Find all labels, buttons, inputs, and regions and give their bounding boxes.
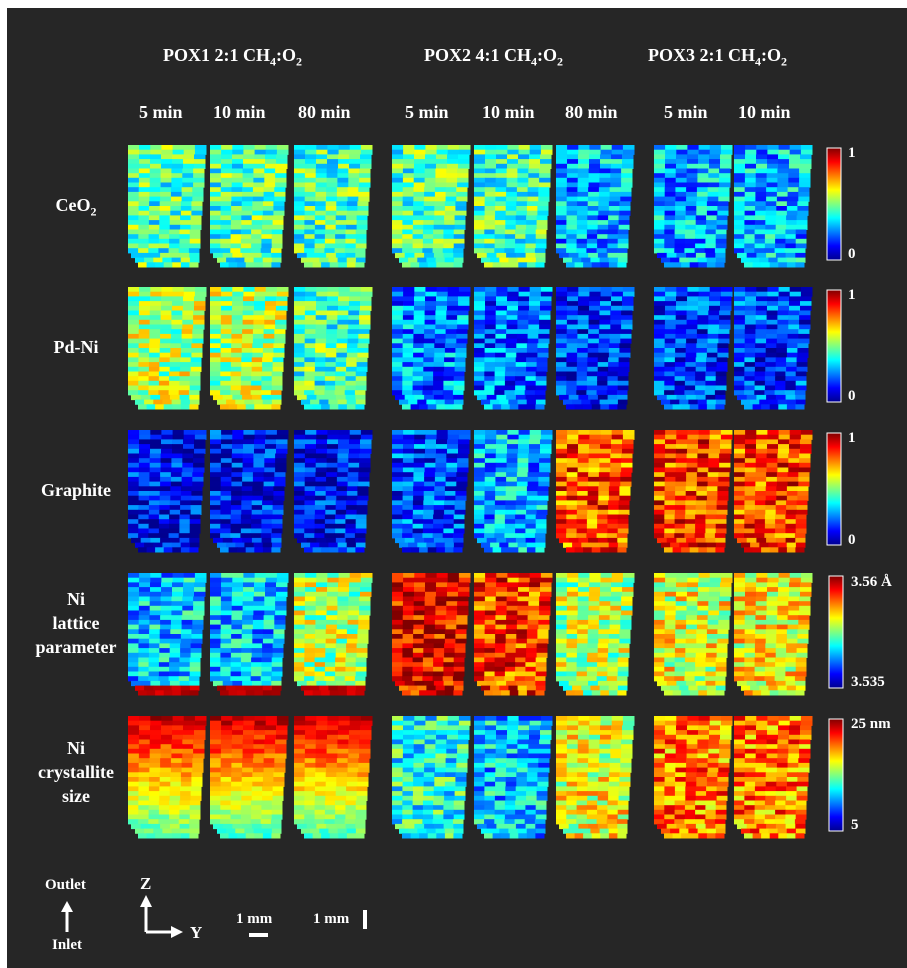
map-tile — [734, 573, 813, 696]
colorbar-min-label: 0 — [848, 246, 856, 262]
time-label: 80 min — [298, 102, 351, 122]
outlet-label: Outlet — [45, 877, 86, 893]
map-tile — [654, 287, 733, 410]
colorbar — [828, 718, 844, 832]
map-tile — [128, 287, 207, 410]
map-tile — [556, 287, 635, 410]
scale-bar-vertical — [363, 910, 367, 929]
map-tile — [294, 716, 373, 839]
time-label: 80 min — [565, 102, 618, 122]
map-tile — [474, 430, 553, 553]
colorbar-max-label: 1 — [848, 145, 856, 161]
map-tile — [128, 145, 207, 268]
map-tile — [392, 430, 471, 553]
map-tile — [210, 145, 289, 268]
colorbar-min-label: 3.535 — [851, 674, 885, 690]
scale-label-vertical: 1 mm — [313, 911, 350, 927]
map-tile — [294, 430, 373, 553]
map-tile — [294, 145, 373, 268]
tomography-maps — [128, 145, 813, 839]
map-tile — [474, 287, 553, 410]
map-tile — [654, 145, 733, 268]
map-tile — [654, 573, 733, 696]
map-tile — [392, 287, 471, 410]
map-tile — [294, 287, 373, 410]
colorbar — [828, 575, 844, 689]
group-header-pox3: POX3 2:1 CH4:O2 — [648, 45, 787, 69]
row-label-ni-crystallite: Ni crystallite size — [38, 738, 114, 806]
map-tile — [392, 145, 471, 268]
colorbar — [826, 147, 842, 261]
map-tile — [556, 573, 635, 696]
row-label-ceo2: CeO2 — [55, 195, 97, 219]
map-tile — [556, 716, 635, 839]
colorbar-max-label: 1 — [848, 287, 856, 303]
colorbars — [826, 147, 844, 832]
colorbar — [826, 432, 842, 546]
time-label: 10 min — [738, 102, 791, 122]
y-axis-arrowhead — [171, 926, 183, 938]
z-axis-label: Z — [140, 874, 152, 893]
map-tile — [734, 287, 813, 410]
map-tile — [474, 145, 553, 268]
map-tile — [556, 430, 635, 553]
map-tile — [734, 430, 813, 553]
y-axis-label: Y — [190, 923, 203, 942]
group-header-pox2: POX2 4:1 CH4:O2 — [424, 45, 563, 69]
map-tile — [734, 716, 813, 839]
time-label: 5 min — [664, 102, 708, 122]
time-label: 5 min — [139, 102, 183, 122]
row-label-graphite: Graphite — [41, 480, 111, 500]
time-label: 10 min — [213, 102, 266, 122]
time-label: 5 min — [405, 102, 449, 122]
map-tile — [210, 573, 289, 696]
z-axis-arrowhead — [140, 895, 152, 907]
colorbar-max-label: 3.56 Å — [851, 574, 892, 590]
colorbar-max-label: 1 — [848, 430, 856, 446]
map-tile — [128, 430, 207, 553]
map-tile — [128, 716, 207, 839]
map-tile — [294, 573, 373, 696]
map-tile — [210, 716, 289, 839]
orientation-legend — [61, 895, 367, 938]
map-tile — [654, 716, 733, 839]
group-header-pox1: POX1 2:1 CH4:O2 — [163, 45, 302, 69]
map-tile — [474, 573, 553, 696]
colorbar — [826, 289, 842, 403]
time-label: 10 min — [482, 102, 535, 122]
map-tile — [734, 145, 813, 268]
colorbar-min-label: 0 — [848, 532, 856, 548]
scale-bar-horizontal — [249, 933, 268, 937]
map-tile — [210, 430, 289, 553]
flow-arrow-head — [61, 901, 73, 912]
colorbar-min-label: 0 — [848, 388, 856, 404]
map-tile — [210, 287, 289, 410]
map-tile — [392, 716, 471, 839]
map-tile — [556, 145, 635, 268]
scale-label-horizontal: 1 mm — [236, 911, 273, 927]
row-label-ni-lattice: Ni lattice parameter — [35, 589, 117, 657]
colorbar-min-label: 5 — [851, 817, 859, 833]
map-tile — [654, 430, 733, 553]
inlet-label: Inlet — [52, 937, 82, 953]
map-tile — [392, 573, 471, 696]
row-label-pd-ni: Pd-Ni — [53, 337, 99, 357]
map-tile — [128, 573, 207, 696]
map-tile — [474, 716, 553, 839]
colorbar-max-label: 25 nm — [851, 716, 891, 732]
